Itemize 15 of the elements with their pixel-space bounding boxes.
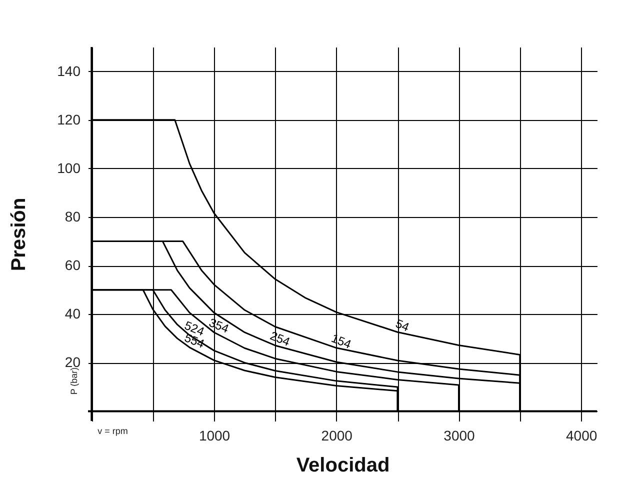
- x-tick-label: 1000: [198, 428, 230, 444]
- x-tick-label: 2000: [321, 428, 353, 444]
- y-tick-label: 140: [57, 62, 81, 79]
- x-axis-title: Velocidad: [296, 454, 390, 476]
- y-tick-label: 80: [64, 208, 81, 224]
- text: P (bar): [69, 367, 79, 395]
- y-tick-label: 40: [64, 306, 81, 322]
- text: v = rpm: [98, 426, 128, 436]
- x-tick-label: 3000: [444, 428, 476, 444]
- y-tick-label: 120: [57, 111, 81, 128]
- y-axis-title: Presión: [8, 198, 30, 272]
- x-tick-label: 4000: [566, 428, 598, 444]
- y-tick-label: 100: [57, 160, 81, 176]
- y-tick-label: 60: [64, 257, 81, 274]
- text: 254: [268, 328, 292, 350]
